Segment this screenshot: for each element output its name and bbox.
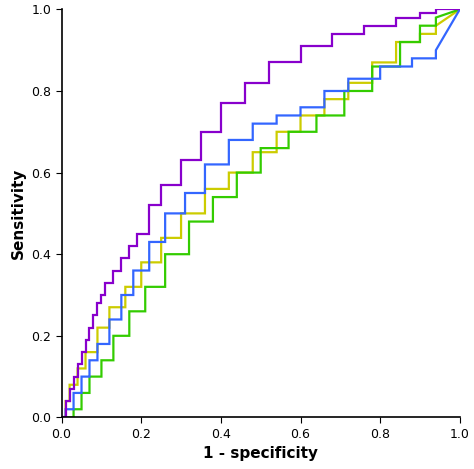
X-axis label: 1 - specificity: 1 - specificity <box>203 446 318 461</box>
Y-axis label: Sensitivity: Sensitivity <box>10 168 26 259</box>
